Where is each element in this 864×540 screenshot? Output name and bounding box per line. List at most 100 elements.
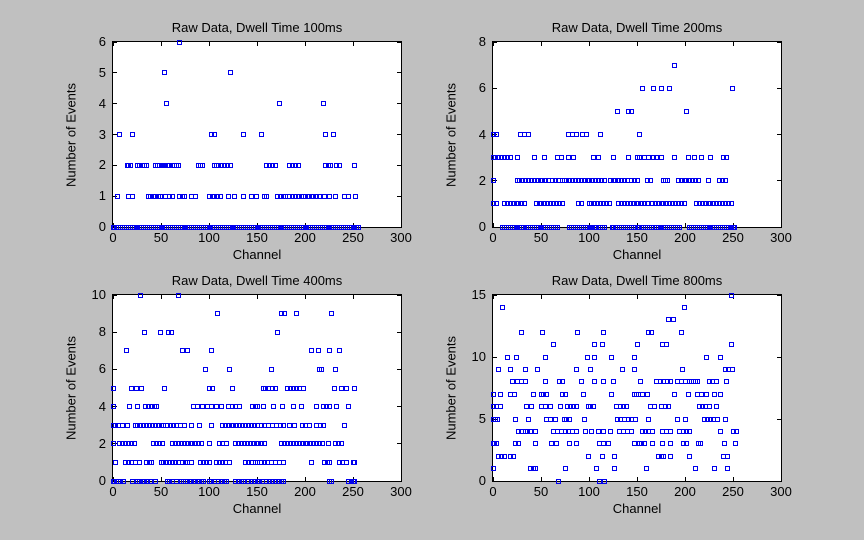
data-point-marker	[671, 62, 677, 68]
data-point-marker	[558, 155, 564, 161]
data-point-marker	[701, 416, 707, 422]
data-point-marker	[138, 292, 144, 298]
data-point-marker	[496, 453, 502, 459]
data-point-marker	[646, 155, 652, 161]
data-point-marker	[287, 422, 293, 428]
tick-mark	[113, 195, 117, 197]
data-point-marker	[268, 366, 274, 372]
data-point-marker	[135, 422, 141, 428]
data-point-marker	[223, 441, 229, 447]
data-point-marker	[637, 155, 643, 161]
data-point-marker	[247, 441, 253, 447]
tick-mark	[777, 294, 781, 296]
data-point-marker	[640, 391, 646, 397]
x-tick-label: 50	[533, 484, 549, 499]
data-point-marker	[661, 453, 667, 459]
data-point-marker	[314, 441, 320, 447]
data-point-marker	[490, 391, 496, 397]
data-point-marker	[133, 385, 139, 391]
data-point-marker	[592, 342, 598, 348]
data-point-marker	[584, 354, 590, 360]
data-point-marker	[621, 404, 627, 410]
y-tick-label: 2	[478, 172, 486, 188]
data-point-marker	[158, 459, 164, 465]
tick-mark	[113, 134, 117, 135]
tick-mark	[684, 295, 686, 299]
data-point-marker	[581, 416, 587, 422]
y-tick-label: 0	[98, 219, 106, 234]
data-point-marker	[195, 478, 201, 484]
data-point-marker	[534, 178, 540, 184]
data-point-marker	[189, 459, 195, 465]
data-point-marker	[328, 162, 334, 168]
tick-mark	[113, 72, 117, 74]
data-point-marker	[658, 453, 664, 459]
data-point-marker	[137, 162, 143, 168]
data-point-marker	[732, 224, 738, 230]
data-point-marker	[252, 404, 258, 410]
data-point-marker	[717, 201, 723, 207]
data-point-marker	[209, 348, 215, 354]
data-point-marker	[338, 385, 344, 391]
tick-mark	[684, 223, 686, 227]
data-point-marker	[545, 201, 551, 207]
data-point-marker	[628, 108, 634, 114]
data-point-marker	[185, 348, 191, 354]
tick-mark	[112, 295, 114, 299]
data-point-marker	[129, 478, 135, 484]
data-point-marker	[667, 201, 673, 207]
tick-mark	[780, 42, 782, 46]
data-point-marker	[490, 416, 496, 422]
data-point-marker	[182, 478, 188, 484]
data-point-marker	[352, 385, 358, 391]
data-point-marker	[597, 478, 603, 484]
data-point-marker	[607, 428, 613, 434]
data-point-marker	[643, 428, 649, 434]
data-point-marker	[276, 101, 282, 107]
data-point-marker	[526, 416, 532, 422]
data-point-marker	[311, 441, 317, 447]
data-point-marker	[589, 201, 595, 207]
y-tick-label: 6	[478, 80, 486, 96]
data-point-marker	[596, 428, 602, 434]
data-point-marker	[169, 329, 175, 335]
tick-mark	[397, 226, 401, 228]
data-point-marker	[217, 441, 223, 447]
data-point-marker	[606, 201, 612, 207]
data-point-marker	[158, 422, 164, 428]
data-point-marker	[296, 441, 302, 447]
tick-mark	[160, 42, 162, 46]
data-point-marker	[110, 385, 116, 391]
data-point-marker	[696, 404, 702, 410]
tick-mark	[397, 195, 401, 197]
data-point-marker	[250, 441, 256, 447]
data-point-marker	[287, 162, 293, 168]
data-point-marker	[236, 478, 242, 484]
data-point-marker	[708, 155, 714, 161]
data-point-marker	[684, 441, 690, 447]
y-tick-label: 4	[98, 95, 106, 111]
data-point-marker	[542, 201, 548, 207]
data-point-marker	[507, 201, 513, 207]
data-point-marker	[259, 459, 265, 465]
data-point-marker	[645, 201, 651, 207]
data-point-marker	[636, 201, 642, 207]
data-point-marker	[176, 193, 182, 199]
data-point-marker	[195, 441, 201, 447]
data-point-marker	[490, 155, 496, 161]
data-point-marker	[148, 404, 154, 410]
data-point-marker	[552, 416, 558, 422]
data-point-marker	[233, 478, 239, 484]
data-point-marker	[293, 311, 299, 317]
data-point-marker	[129, 132, 135, 137]
data-point-marker	[307, 422, 313, 428]
data-point-marker	[193, 478, 199, 484]
data-point-marker	[228, 422, 234, 428]
data-point-marker	[619, 178, 625, 184]
x-tick-label: 50	[153, 230, 169, 245]
data-point-marker	[179, 459, 185, 465]
tick-mark	[493, 356, 497, 358]
data-point-marker	[655, 201, 661, 207]
tick-mark	[397, 103, 401, 105]
data-point-marker	[658, 201, 664, 207]
